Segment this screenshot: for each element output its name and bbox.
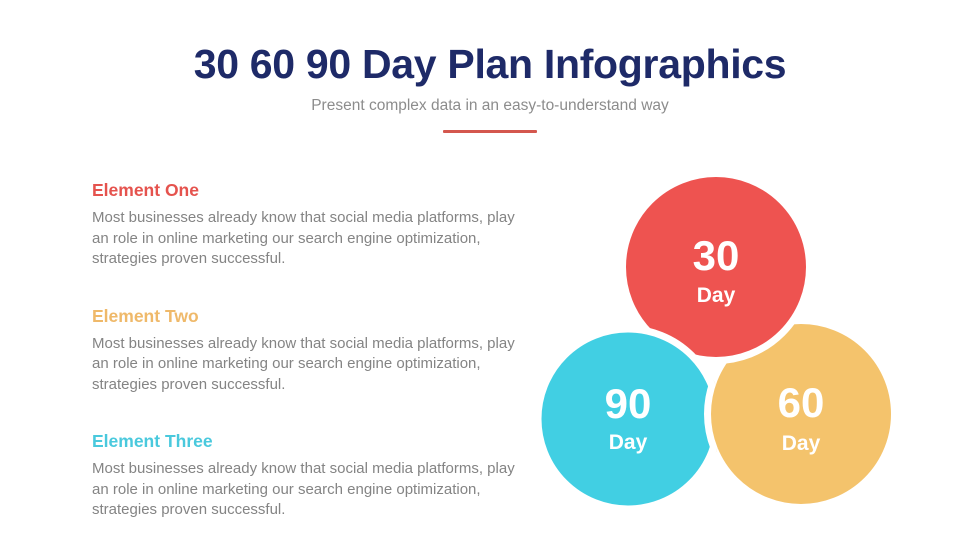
element-item-three: Element Three Most businesses already kn… <box>92 431 516 521</box>
title-divider <box>443 129 537 133</box>
venn-circles-graphic: 30 Day 90 Day 60 Day <box>534 170 898 513</box>
element-one-heading: Element One <box>92 180 199 200</box>
element-three-body: Most businesses already know that social… <box>92 460 515 518</box>
label-90-value: 90 <box>605 380 652 427</box>
label-60-day: Day <box>782 432 821 455</box>
element-two-body: Most businesses already know that social… <box>92 334 515 393</box>
circle-60-over-90-patch <box>704 325 722 511</box>
elements-list: Element One Most businesses already know… <box>92 180 516 551</box>
element-item-one: Element One Most businesses already know… <box>92 180 516 270</box>
day-circles-diagram: 30 Day 90 Day 60 Day <box>520 158 920 538</box>
label-30-value: 30 <box>693 232 740 279</box>
element-two-heading: Element Two <box>92 305 199 326</box>
header: 30 60 90 Day Plan Infographics Present c… <box>0 0 980 133</box>
page-subtitle: Present complex data in an easy-to-under… <box>311 97 669 114</box>
label-90-day: Day <box>609 431 648 454</box>
page-title: 30 60 90 Day Plan Infographics <box>193 41 787 87</box>
element-one-body: Most businesses already know that social… <box>92 209 515 267</box>
circle-30-day <box>619 170 813 364</box>
element-item-two: Element Two Most businesses already know… <box>92 306 516 396</box>
element-three-heading: Element Three <box>92 431 213 451</box>
label-30-day: Day <box>697 284 736 307</box>
label-60-value: 60 <box>778 379 825 426</box>
